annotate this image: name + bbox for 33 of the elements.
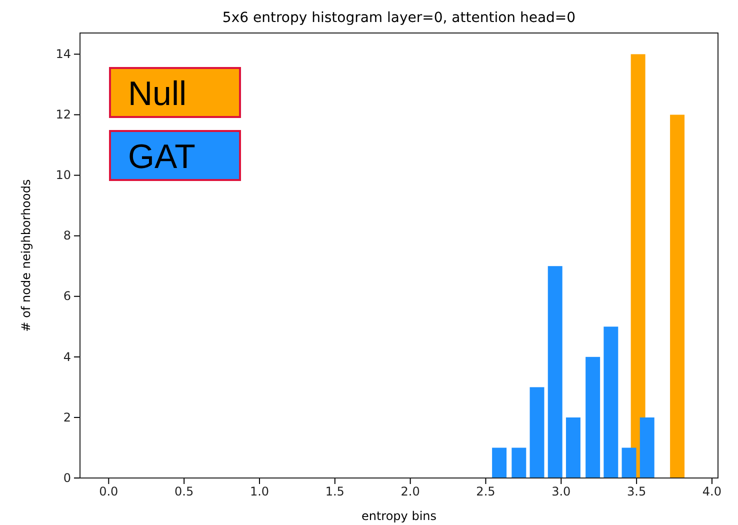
text: GAT xyxy=(128,138,196,176)
x-tick-label: 0.0 xyxy=(99,484,118,499)
bar xyxy=(630,54,646,478)
x-tick-label: 0.5 xyxy=(174,484,194,499)
y-axis-title: # of node neighborhoods xyxy=(19,179,33,332)
y-tick-label: 12 xyxy=(56,108,71,122)
bar xyxy=(622,448,636,478)
bar xyxy=(512,448,526,478)
y-tick-label: 4 xyxy=(63,350,71,364)
x-tick-label: 3.0 xyxy=(552,484,571,499)
bar xyxy=(604,326,618,478)
x-tick-label: 4.0 xyxy=(702,484,722,499)
x-tick-label: 3.5 xyxy=(627,484,646,499)
x-axis-title: entropy bins xyxy=(361,509,437,523)
x-tick-label: 2.0 xyxy=(400,484,420,499)
y-tick-label: 6 xyxy=(63,289,71,304)
x-tick-label: 1.5 xyxy=(325,484,344,499)
y-tick-label: 0 xyxy=(63,470,71,485)
bar xyxy=(492,448,507,478)
bar xyxy=(566,417,580,478)
bar xyxy=(530,387,544,478)
x-tick-label: 2.5 xyxy=(476,484,496,499)
y-tick-label: 14 xyxy=(56,47,71,62)
bar xyxy=(670,114,685,478)
bar xyxy=(548,266,562,478)
bar xyxy=(586,356,600,478)
y-tick-label: 2 xyxy=(63,410,71,424)
bar xyxy=(640,417,654,478)
chart-title: 5x6 entropy histogram layer=0, attention head=0 xyxy=(222,10,576,26)
y-tick-label: 8 xyxy=(63,228,71,243)
text: Null xyxy=(128,75,187,113)
x-tick-label: 1.0 xyxy=(250,484,270,499)
y-tick-label: 10 xyxy=(56,168,71,182)
